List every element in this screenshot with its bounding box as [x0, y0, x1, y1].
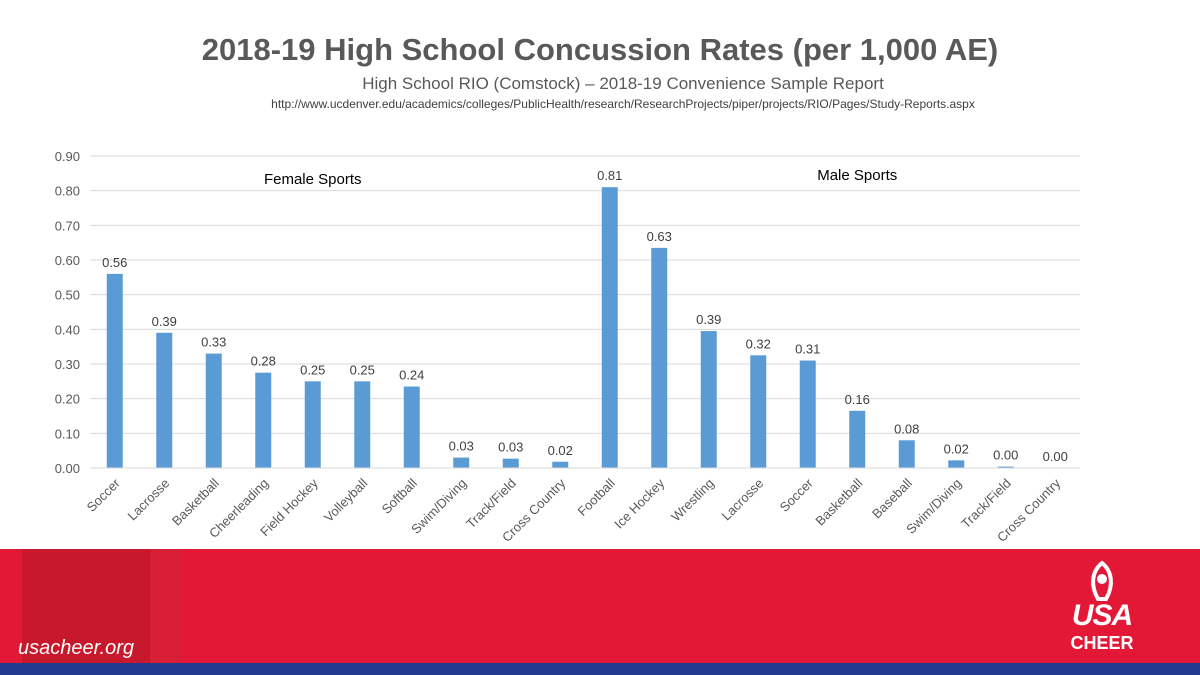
x-tick-label: Basketball	[812, 475, 865, 528]
data-label: 0.28	[251, 354, 276, 369]
x-tick-label: Wrestling	[668, 476, 717, 525]
bar	[948, 460, 965, 468]
data-label: 0.25	[300, 362, 325, 377]
group-label-male: Male Sports	[817, 167, 897, 184]
bar	[799, 360, 816, 468]
group-label-female: Female Sports	[264, 171, 362, 188]
bar	[997, 466, 1014, 468]
bar	[750, 355, 767, 468]
y-tick-label: 0.70	[55, 218, 80, 233]
chart-title: 2018-19 High School Concussion Rates (pe…	[201, 32, 999, 67]
x-tick-label: Soccer	[84, 475, 124, 515]
data-label: 0.16	[845, 392, 870, 407]
usa-cheer-logo: USA CHEER	[1062, 559, 1142, 659]
bar	[106, 273, 123, 468]
logo-text-usa: USA	[1071, 599, 1133, 632]
footer-decor-panel	[22, 549, 170, 663]
bar	[898, 440, 915, 468]
data-label: 0.39	[696, 312, 721, 327]
x-tick-label: Lacrosse	[124, 476, 172, 524]
data-label: 0.00	[1043, 449, 1068, 464]
y-tick-label: 0.30	[55, 357, 80, 372]
data-label: 0.25	[350, 362, 375, 377]
bar	[552, 461, 569, 468]
y-tick-label: 0.40	[55, 322, 80, 337]
x-tick-label: Lacrosse	[718, 476, 766, 524]
data-label: 0.00	[993, 448, 1018, 463]
data-label: 0.24	[399, 368, 424, 383]
data-label: 0.03	[449, 439, 474, 454]
x-tick-label: Football	[575, 475, 618, 518]
footer-decor-stripe	[150, 549, 182, 663]
data-label: 0.32	[746, 336, 771, 351]
bar	[304, 381, 321, 468]
y-tick-label: 0.60	[55, 253, 80, 268]
bar	[255, 372, 272, 468]
bar	[849, 410, 866, 468]
x-tick-label: Baseball	[869, 475, 915, 521]
data-label: 0.33	[201, 335, 226, 350]
data-label: 0.39	[152, 314, 177, 329]
y-tick-label: 0.20	[55, 392, 80, 407]
bar-chart: 0.00 0.10 0.20 0.30 0.40 0.50 0.60 0.70 0.80 0.90…	[55, 149, 1080, 545]
bar	[156, 332, 173, 468]
bar	[502, 458, 519, 468]
bar	[453, 457, 470, 468]
data-label: 0.03	[498, 440, 523, 455]
bar	[403, 386, 420, 468]
x-tick-label: Basketball	[169, 475, 222, 528]
data-label: 0.02	[944, 441, 969, 456]
bar	[205, 353, 222, 468]
footer-blue-stripe	[0, 663, 1200, 675]
x-tick-label: Volleyball	[321, 475, 371, 525]
data-label: 0.56	[102, 255, 127, 270]
y-tick-label: 0.50	[55, 288, 80, 303]
y-tick-label: 0.00	[55, 461, 80, 476]
cheer-figure-icon	[1091, 560, 1113, 601]
data-label: 0.81	[597, 168, 622, 183]
footer-banner: usacheer.org USA CHEER	[0, 549, 1200, 675]
bar	[651, 247, 668, 468]
x-tick-label: Soccer	[777, 475, 817, 515]
data-label: 0.08	[894, 421, 919, 436]
y-tick-label: 0.80	[55, 184, 80, 199]
bar	[700, 331, 717, 468]
data-label: 0.02	[548, 443, 573, 458]
chart-subtitle: High School RIO (Comstock) – 2018-19 Con…	[362, 74, 884, 93]
logo-text-cheer: CHEER	[1070, 633, 1134, 653]
source-url[interactable]: http://www.ucdenver.edu/academics/colleg…	[271, 97, 975, 111]
data-label: 0.31	[795, 342, 820, 357]
y-tick-label: 0.10	[55, 426, 80, 441]
bar	[354, 381, 371, 468]
data-label: 0.63	[647, 229, 672, 244]
footer-website-link[interactable]: usacheer.org	[18, 637, 134, 659]
bar	[601, 187, 618, 468]
x-tick-label: Ice Hockey	[611, 475, 667, 531]
y-tick-label: 0.90	[55, 149, 80, 164]
x-tick-label: Softball	[379, 475, 420, 516]
